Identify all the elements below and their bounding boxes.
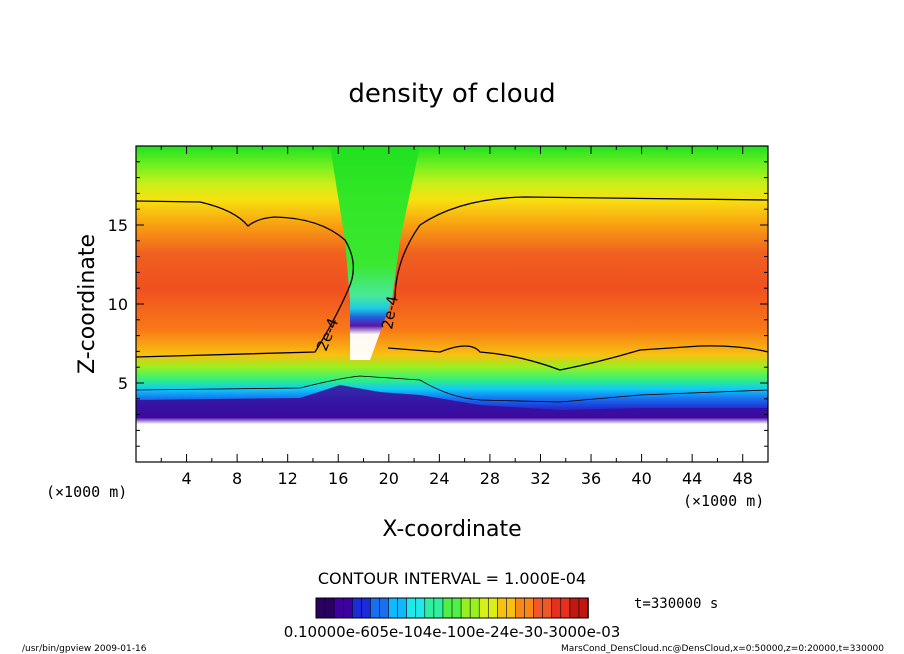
colorbar-cell <box>487 597 499 619</box>
colorbar-cell <box>342 597 354 619</box>
colorbar-cell <box>578 597 589 619</box>
colorbar-cell <box>379 597 390 619</box>
heatmap-field <box>136 146 768 462</box>
colorbar-cell <box>478 597 490 619</box>
y-tick-label: 15 <box>108 216 128 235</box>
contour-thin-lower <box>135 375 769 403</box>
colorbar-cell <box>515 597 526 619</box>
contour-interval-text: CONTOUR INTERVAL = 1.000E-04 <box>318 569 586 588</box>
x-axis-label: X-coordinate <box>382 517 521 542</box>
x-tick-label: 16 <box>328 469 348 488</box>
footer-right: MarsCond_DensCloud.nc@DensCloud,x=0:5000… <box>561 644 884 654</box>
colorbar-cell <box>406 597 417 619</box>
contour-2e-4-left <box>135 200 354 358</box>
chart-title: density of cloud <box>348 79 555 109</box>
colorbar-cell <box>388 597 399 619</box>
x-unit-left: (×1000 m) <box>46 483 127 501</box>
colorbar-cell <box>497 597 508 619</box>
colorbar-cell <box>397 597 408 619</box>
colorbar-cell <box>569 597 580 619</box>
x-tick-label: 40 <box>631 469 651 488</box>
x-tick-label: 4 <box>181 469 191 488</box>
colorbar-cell <box>460 597 471 619</box>
colorbar-cell <box>524 597 535 619</box>
axis-ticks <box>136 146 768 462</box>
contour-2e-4-lower-right <box>387 345 769 371</box>
colorbar-cell <box>415 597 426 619</box>
colorbar-cell <box>333 597 344 619</box>
colorbar-cell <box>442 597 453 619</box>
footer-left: /usr/bin/gpview 2009-01-16 <box>22 644 147 654</box>
colorbar-cell <box>560 597 571 619</box>
colorbar-cell <box>469 597 480 619</box>
colorbar-cell <box>370 597 381 619</box>
contour-label-right: 2e-4 <box>378 294 402 330</box>
colorbar <box>315 597 589 619</box>
colorbar-labels: 0.10000e-605e-104e-100e-24e-30-3000e-03 <box>284 623 621 641</box>
contour-2e-4-right <box>394 196 769 301</box>
x-tick-label: 20 <box>379 469 399 488</box>
colorbar-cell <box>551 597 562 619</box>
colorbar-cell <box>542 597 553 619</box>
colorbar-cell <box>506 597 517 619</box>
x-tick-label: 8 <box>232 469 242 488</box>
colorbar-cell <box>324 597 335 619</box>
x-tick-label: 24 <box>429 469 449 488</box>
y-tick-label: 10 <box>108 295 128 314</box>
x-tick-label: 36 <box>581 469 601 488</box>
colorbar-cell <box>433 597 444 619</box>
x-tick-label: 44 <box>682 469 702 488</box>
heatmap-purple-base <box>136 385 768 418</box>
colorbar-frame <box>315 597 589 619</box>
x-tick-label: 48 <box>733 469 753 488</box>
colorbar-cell <box>533 597 544 619</box>
colorbar-cell <box>424 597 435 619</box>
colorbar-cell <box>451 597 462 619</box>
y-tick-label: 5 <box>118 374 128 393</box>
colorbar-cell <box>315 597 326 619</box>
x-tick-label: 12 <box>278 469 298 488</box>
colorbar-cell <box>351 597 363 619</box>
time-label: t=330000 s <box>634 596 718 612</box>
colorbar-cell <box>361 597 372 619</box>
contour-lines <box>135 196 769 403</box>
x-tick-label: 32 <box>530 469 550 488</box>
x-tick-label: 28 <box>480 469 500 488</box>
y-axis-label: Z-coordinate <box>75 234 100 374</box>
x-unit-right: (×1000 m) <box>683 492 764 510</box>
heatmap-gap <box>330 146 420 360</box>
